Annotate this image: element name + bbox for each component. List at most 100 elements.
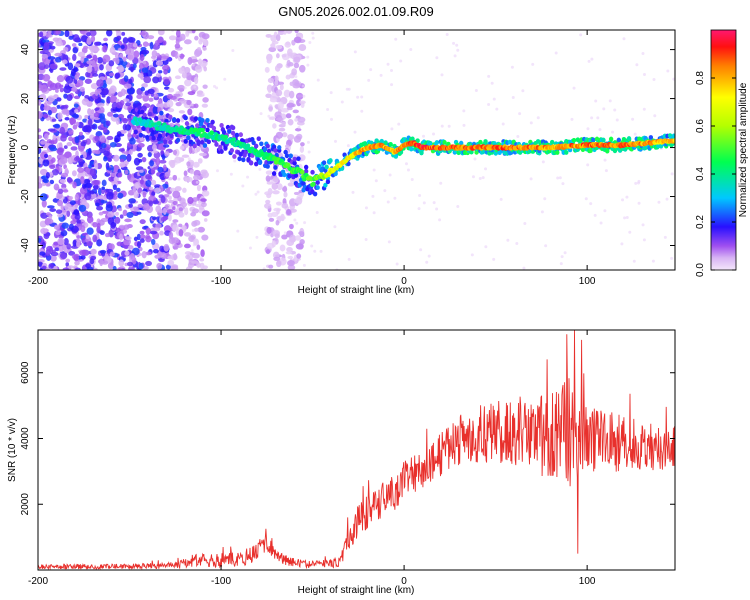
spectrogram-noise-cell — [182, 187, 187, 193]
spectrogram-noise-cell — [188, 258, 194, 266]
spectrogram-noise-cell — [167, 259, 175, 266]
spectrogram-noise-cell — [275, 201, 282, 206]
spectrogram-noise-cell — [371, 194, 375, 198]
spectrogram-noise-cell — [473, 157, 477, 161]
spectrogram-noise-cell — [192, 174, 201, 181]
spectrogram-noise-cell — [141, 67, 149, 74]
spectrogram-noise-cell — [289, 199, 296, 207]
spectrogram-ridge-halo — [169, 133, 174, 139]
spectrogram-ridge-halo — [200, 117, 205, 123]
spectrogram-noise-cell — [93, 41, 100, 46]
spectrogram-noise-cell — [119, 233, 123, 241]
spectrogram-noise-cell — [299, 145, 305, 153]
spectrogram-noise-cell — [203, 66, 208, 72]
spectrogram-noise-cell — [101, 179, 107, 187]
spectrogram-x-label: Height of straight line (km) — [298, 285, 415, 296]
spectrogram-noise-cell — [484, 167, 488, 171]
spectrogram-noise-cell — [308, 40, 312, 44]
spectrogram-noise-cell — [51, 249, 56, 254]
spectrogram-ridge-halo — [205, 127, 210, 133]
spectrogram-noise-cell — [173, 93, 181, 97]
spectrogram-ridge-halo — [237, 156, 242, 162]
spectrogram-noise-cell — [70, 146, 78, 151]
spectrogram-noise-cell — [265, 175, 271, 182]
spectrogram-noise-cell — [150, 179, 157, 186]
spectrogram-noise-cell — [106, 192, 114, 200]
spectrogram-noise-cell — [275, 131, 283, 139]
spectrogram-noise-cell — [90, 193, 97, 199]
spectrogram-noise-cell — [57, 188, 64, 195]
spectrogram-noise-cell — [293, 191, 300, 196]
spectrogram-noise-cell — [53, 241, 59, 246]
spectrogram-noise-cell — [272, 123, 277, 129]
spectrogram-noise-cell — [122, 98, 130, 102]
spectrogram-noise-cell — [78, 131, 83, 136]
spectrogram-ridge-cell — [193, 127, 198, 133]
spectrogram-noise-cell — [124, 169, 129, 175]
spectrogram-noise-cell — [201, 103, 209, 108]
spectrogram-ridge-halo — [271, 171, 277, 176]
spectrogram-noise-cell — [284, 144, 290, 149]
spectrogram-noise-cell — [353, 130, 357, 134]
spectrogram-noise-cell — [150, 93, 155, 97]
spectrogram-noise-cell — [85, 263, 92, 269]
spectrogram-noise-cell — [83, 45, 89, 50]
spectrogram-noise-cell — [156, 39, 164, 44]
spectrogram-noise-cell — [133, 50, 140, 59]
spectrogram-noise-cell — [100, 199, 108, 204]
spectrogram-noise-cell — [275, 45, 283, 50]
spectrogram-noise-cell — [266, 58, 272, 64]
spectrogram-noise-cell — [123, 224, 130, 230]
spectrogram-noise-cell — [70, 220, 77, 225]
spectrogram-noise-cell — [78, 145, 85, 152]
spectrogram-noise-cell — [148, 200, 154, 207]
spectrogram-noise-cell — [267, 77, 275, 84]
spectrogram-noise-cell — [409, 48, 413, 52]
spectrogram-noise-cell — [621, 198, 625, 202]
spectrogram-ridge-halo — [266, 148, 272, 154]
spectrogram-noise-cell — [236, 229, 240, 233]
spectrogram-noise-cell — [51, 168, 59, 176]
spectrogram-noise-cell — [70, 68, 76, 77]
spectrogram-noise-cell — [91, 60, 96, 67]
spectrogram-ridge-halo — [257, 160, 263, 166]
spectrogram-noise-cell — [303, 221, 307, 225]
spectrogram-noise-cell — [87, 118, 93, 127]
spectrogram-noise-cell — [64, 116, 70, 121]
spectrogram-noise-cell — [71, 86, 78, 92]
spectrogram-noise-cell — [101, 186, 106, 191]
spectrogram-noise-cell — [258, 167, 262, 171]
spectrogram-ridge-halo — [588, 148, 593, 154]
spectrogram-noise-cell — [104, 233, 111, 238]
spectrogram-noise-cell — [133, 236, 138, 242]
spectrogram-noise-cell — [50, 254, 57, 262]
spectrogram-noise-cell — [112, 113, 119, 118]
spectrogram-noise-cell — [651, 259, 655, 263]
spectrogram-noise-cell — [59, 156, 68, 165]
spectrogram-noise-cell — [333, 225, 337, 229]
spectrogram-noise-cell — [77, 51, 86, 58]
spectrogram-ridge-halo — [196, 139, 201, 145]
spectrogram-noise-cell — [152, 248, 159, 254]
spectrogram-noise-cell — [101, 43, 109, 47]
spectrogram-noise-cell — [161, 183, 169, 189]
spectrogram-noise-cell — [138, 262, 144, 270]
spectrogram-noise-cell — [54, 56, 62, 63]
spectrogram-ridge-halo — [157, 133, 163, 139]
spectrogram-ridge-halo — [580, 147, 586, 153]
spectrogram-ridge-halo — [564, 150, 569, 155]
spectrogram-noise-cell — [116, 187, 121, 193]
spectrogram-noise-cell — [116, 241, 123, 247]
spectrogram-noise-cell — [149, 230, 158, 235]
spectrogram-noise-cell — [422, 201, 426, 205]
spectrogram-noise-cell — [174, 43, 181, 49]
spectrogram-noise-cell — [92, 222, 98, 228]
spectrogram-noise-cell — [608, 99, 612, 103]
spectrogram-ridge-halo — [230, 130, 236, 136]
spectrogram-ridge-halo — [265, 163, 270, 169]
spectrogram-noise-cell — [163, 78, 170, 86]
spectrogram-noise-cell — [522, 266, 526, 270]
spectrogram-noise-cell — [107, 262, 114, 270]
spectrogram-ridge-halo — [469, 149, 474, 155]
spectrogram-noise-cell — [256, 190, 260, 194]
